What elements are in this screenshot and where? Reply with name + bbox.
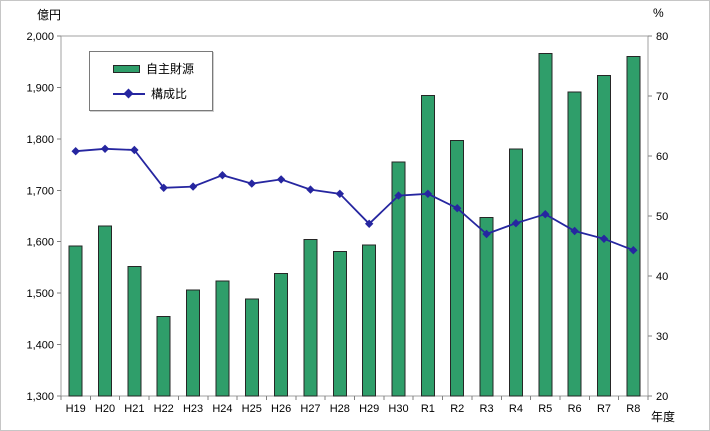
svg-text:H26: H26 [271,403,291,415]
svg-text:H29: H29 [359,403,379,415]
bar-H22 [156,315,171,397]
bar-H26 [274,273,289,397]
svg-text:H28: H28 [330,403,350,415]
svg-text:H23: H23 [183,403,203,415]
bar-H19 [68,245,83,397]
marker-R6 [570,226,579,236]
svg-text:1,700: 1,700 [26,185,54,197]
svg-text:R4: R4 [509,403,523,415]
bar-H30 [391,161,406,397]
line-series-marker-icon [113,88,145,98]
bar-R1 [420,95,435,397]
bar-R2 [450,139,465,397]
marker-R5 [541,210,550,219]
bar-H21 [127,265,142,397]
svg-text:R2: R2 [450,403,464,415]
marker-H19 [71,147,80,156]
marker-H27 [306,185,315,194]
legend-item-line-series: 構成比 [113,85,212,102]
bar-R6 [567,91,582,397]
bar-R4 [508,148,523,397]
svg-text:R6: R6 [568,403,582,415]
line-layer [71,144,638,255]
svg-text:H19: H19 [66,403,86,415]
marker-H30 [394,191,403,200]
marker-R2 [453,204,462,213]
svg-text:30: 30 [656,331,668,343]
svg-text:60: 60 [656,151,668,163]
legend: 自主財源 構成比 [89,51,213,111]
marker-R8 [629,246,638,255]
marker-H20 [100,144,110,153]
marker-H28 [335,189,345,198]
svg-text:1,300: 1,300 [26,391,54,403]
svg-text:50: 50 [656,211,668,223]
left-axis: 2,000 1,900 1,800 1,700 1,600 1,500 1,400 1,300 [26,31,61,403]
svg-text:70: 70 [656,91,668,103]
marker-H22 [159,183,168,192]
svg-text:80: 80 [656,31,668,43]
svg-text:R5: R5 [538,403,552,415]
svg-text:40: 40 [656,271,668,283]
marker-H21 [130,145,139,155]
svg-text:1,500: 1,500 [26,288,54,300]
bar-R5 [538,52,553,397]
bar-H29 [362,244,377,397]
marker-H29 [364,219,374,228]
svg-text:1,900: 1,900 [26,82,54,94]
bar-R3 [479,217,494,397]
svg-text:R3: R3 [480,403,494,415]
svg-text:R7: R7 [597,403,611,415]
bar-H25 [244,298,259,397]
bar-H24 [215,280,230,397]
x-axis-title: 年度 [651,410,676,424]
left-axis-unit-label: 億円 [37,8,62,22]
bars-layer [68,52,641,397]
legend-item-bar-series: 自主財源 [113,60,212,77]
marker-H26 [276,175,286,184]
marker-R1 [423,189,433,198]
marker-R7 [599,234,609,243]
right-axis: 80 70 60 50 40 30 20 [648,31,668,403]
bar-R8 [626,56,641,397]
bar-H20 [98,225,113,397]
bar-H27 [303,239,318,397]
bar-H28 [332,250,347,397]
svg-text:2,000: 2,000 [26,31,54,43]
legend-label-bar-series: 自主財源 [146,62,195,76]
marker-H23 [188,182,198,191]
marker-H25 [247,179,256,188]
svg-text:H25: H25 [242,403,262,415]
bar-H23 [186,289,201,397]
svg-text:H27: H27 [300,403,320,415]
svg-text:1,800: 1,800 [26,134,54,146]
svg-text:1,600: 1,600 [26,237,54,249]
svg-text:H22: H22 [154,403,174,415]
svg-text:R1: R1 [421,403,435,415]
marker-H24 [218,171,227,180]
right-axis-unit-label: % [653,6,664,20]
svg-text:R8: R8 [626,403,640,415]
x-axis: H19 H20 H21 H22 H23 H24 H25 H26 H27 H28 H29 H30 R1 R2… [60,396,649,415]
svg-text:1,400: 1,400 [26,340,54,352]
svg-text:H20: H20 [95,403,115,415]
svg-text:H24: H24 [212,403,232,415]
marker-R3 [482,229,491,239]
svg-text:20: 20 [656,391,668,403]
bar-series-swatch-icon [113,64,140,73]
legend-label-line-series: 構成比 [151,87,188,101]
svg-text:H21: H21 [124,403,144,415]
marker-R4 [511,219,521,228]
svg-text:H30: H30 [388,403,408,415]
